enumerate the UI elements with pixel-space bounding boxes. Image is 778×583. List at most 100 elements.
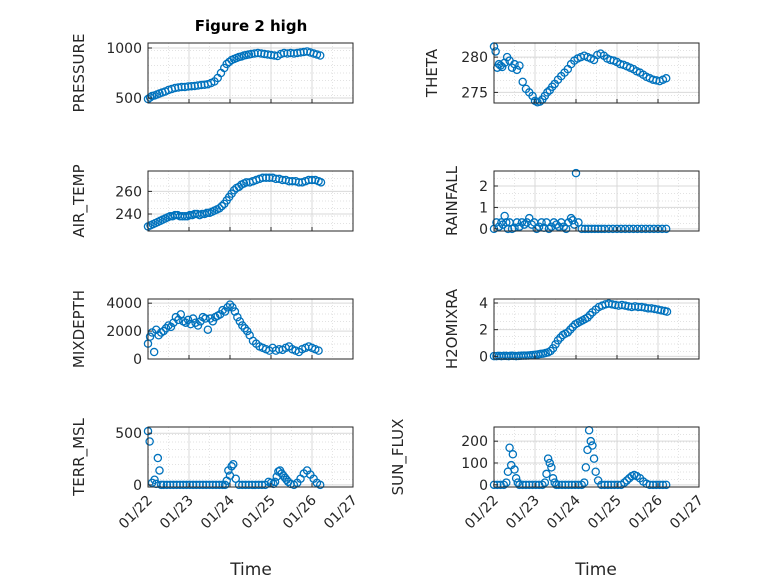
data-point	[661, 480, 671, 490]
data-point	[510, 465, 519, 474]
data-point	[201, 314, 210, 323]
y-tick-label: 0	[479, 222, 488, 238]
data-point	[215, 204, 224, 213]
data-point	[238, 321, 247, 330]
data-point	[229, 459, 238, 469]
data-point	[145, 93, 155, 102]
data-point	[552, 480, 561, 490]
data-point	[502, 478, 511, 487]
data-point	[257, 480, 267, 490]
data-point	[223, 303, 232, 312]
y-label-terr-msl: TERR_MSL	[70, 417, 89, 496]
panel-h2omixra: 0 2 4	[479, 296, 700, 365]
data-point	[612, 224, 622, 234]
data-point	[217, 201, 227, 211]
y-tick-label: 4	[479, 296, 488, 312]
axes-box	[147, 170, 354, 232]
data-point	[574, 218, 583, 227]
data-point	[574, 480, 583, 490]
data-point	[202, 208, 212, 218]
y-tick-label: 0	[133, 352, 142, 368]
data-point	[571, 168, 581, 178]
data-point	[645, 224, 655, 234]
x-tick-label: 01/22	[462, 493, 502, 533]
data-point	[550, 478, 559, 487]
data-point	[583, 313, 592, 322]
data-point	[215, 480, 224, 490]
x-tick-label: 01/26	[280, 492, 320, 532]
data-point	[181, 318, 190, 327]
y-tick-label: 0	[133, 478, 142, 494]
data-point	[240, 324, 250, 333]
data-point	[225, 300, 235, 309]
x-tick-label: 01/24	[198, 492, 238, 532]
data-point	[206, 314, 215, 323]
data-point	[166, 322, 176, 332]
data-point	[153, 453, 163, 463]
data-point	[505, 443, 514, 452]
x-tick-label: 01/26	[626, 492, 666, 532]
data-point	[235, 317, 245, 326]
y-label-pressure: PRESSURE	[70, 34, 88, 113]
y-tick-label: 280	[461, 50, 488, 66]
data-point	[622, 476, 632, 485]
data-point	[508, 450, 518, 459]
data-point	[191, 318, 200, 327]
data-point	[538, 480, 547, 490]
axes-box	[147, 426, 354, 488]
y-label-rainfall: RAINFALL	[443, 165, 461, 236]
data-point	[220, 307, 230, 316]
data-point	[515, 222, 524, 231]
data-point	[554, 222, 564, 231]
data-point	[145, 332, 155, 341]
data-point	[579, 478, 589, 487]
data-point	[534, 222, 544, 231]
panel-pressure: 500 1000	[106, 41, 354, 107]
x-tick-label: 01/27	[321, 493, 361, 533]
axes-box	[147, 298, 354, 360]
y-tick-label: 4000	[106, 296, 142, 312]
data-point	[535, 97, 545, 106]
y-label-mixdepth: MIXDEPTH	[70, 290, 88, 368]
data-point	[316, 178, 326, 187]
data-point	[653, 224, 663, 234]
y-tick-label: 2	[479, 323, 488, 339]
data-point	[586, 436, 596, 446]
data-point	[242, 326, 252, 336]
axes-box	[147, 42, 354, 104]
data-point	[581, 463, 591, 472]
x-tick-label: 01/22	[116, 493, 156, 533]
data-point	[220, 480, 230, 490]
y-tick-label: 0	[479, 478, 488, 494]
data-point	[537, 218, 546, 227]
data-point	[511, 474, 521, 483]
data-point	[661, 74, 671, 83]
panel-theta: 275 280	[461, 42, 700, 107]
y-label-h2omixra: H2OMIXRA	[443, 288, 461, 369]
panel-mixdepth: 0 2000 4000	[106, 296, 354, 368]
data-point	[629, 224, 638, 234]
data-point	[577, 480, 586, 490]
y-tick-label: 275	[461, 85, 488, 101]
x-tick-label: 01/25	[239, 493, 279, 533]
data-point	[518, 77, 527, 87]
panel-sun-flux: 0 100 200 01/22 01/23 01/24 01/25 01/26 01/27	[461, 426, 707, 533]
data-point	[183, 315, 193, 325]
y-label-air-temp: AIR_TEMP	[70, 164, 89, 237]
x-label-right: Time	[574, 560, 617, 580]
data-point	[657, 306, 666, 315]
data-point	[497, 62, 507, 72]
x-tick-label: 01/24	[544, 492, 584, 532]
data-point	[568, 216, 577, 225]
y-tick-label: 200	[461, 434, 488, 450]
data-point	[155, 466, 164, 475]
data-point	[314, 346, 323, 355]
x-tick-label: 01/23	[503, 493, 543, 533]
data-point	[633, 224, 642, 234]
data-point	[545, 458, 555, 468]
data-point	[491, 47, 500, 56]
data-point	[145, 437, 154, 446]
data-point	[559, 222, 568, 231]
data-point	[566, 213, 576, 223]
